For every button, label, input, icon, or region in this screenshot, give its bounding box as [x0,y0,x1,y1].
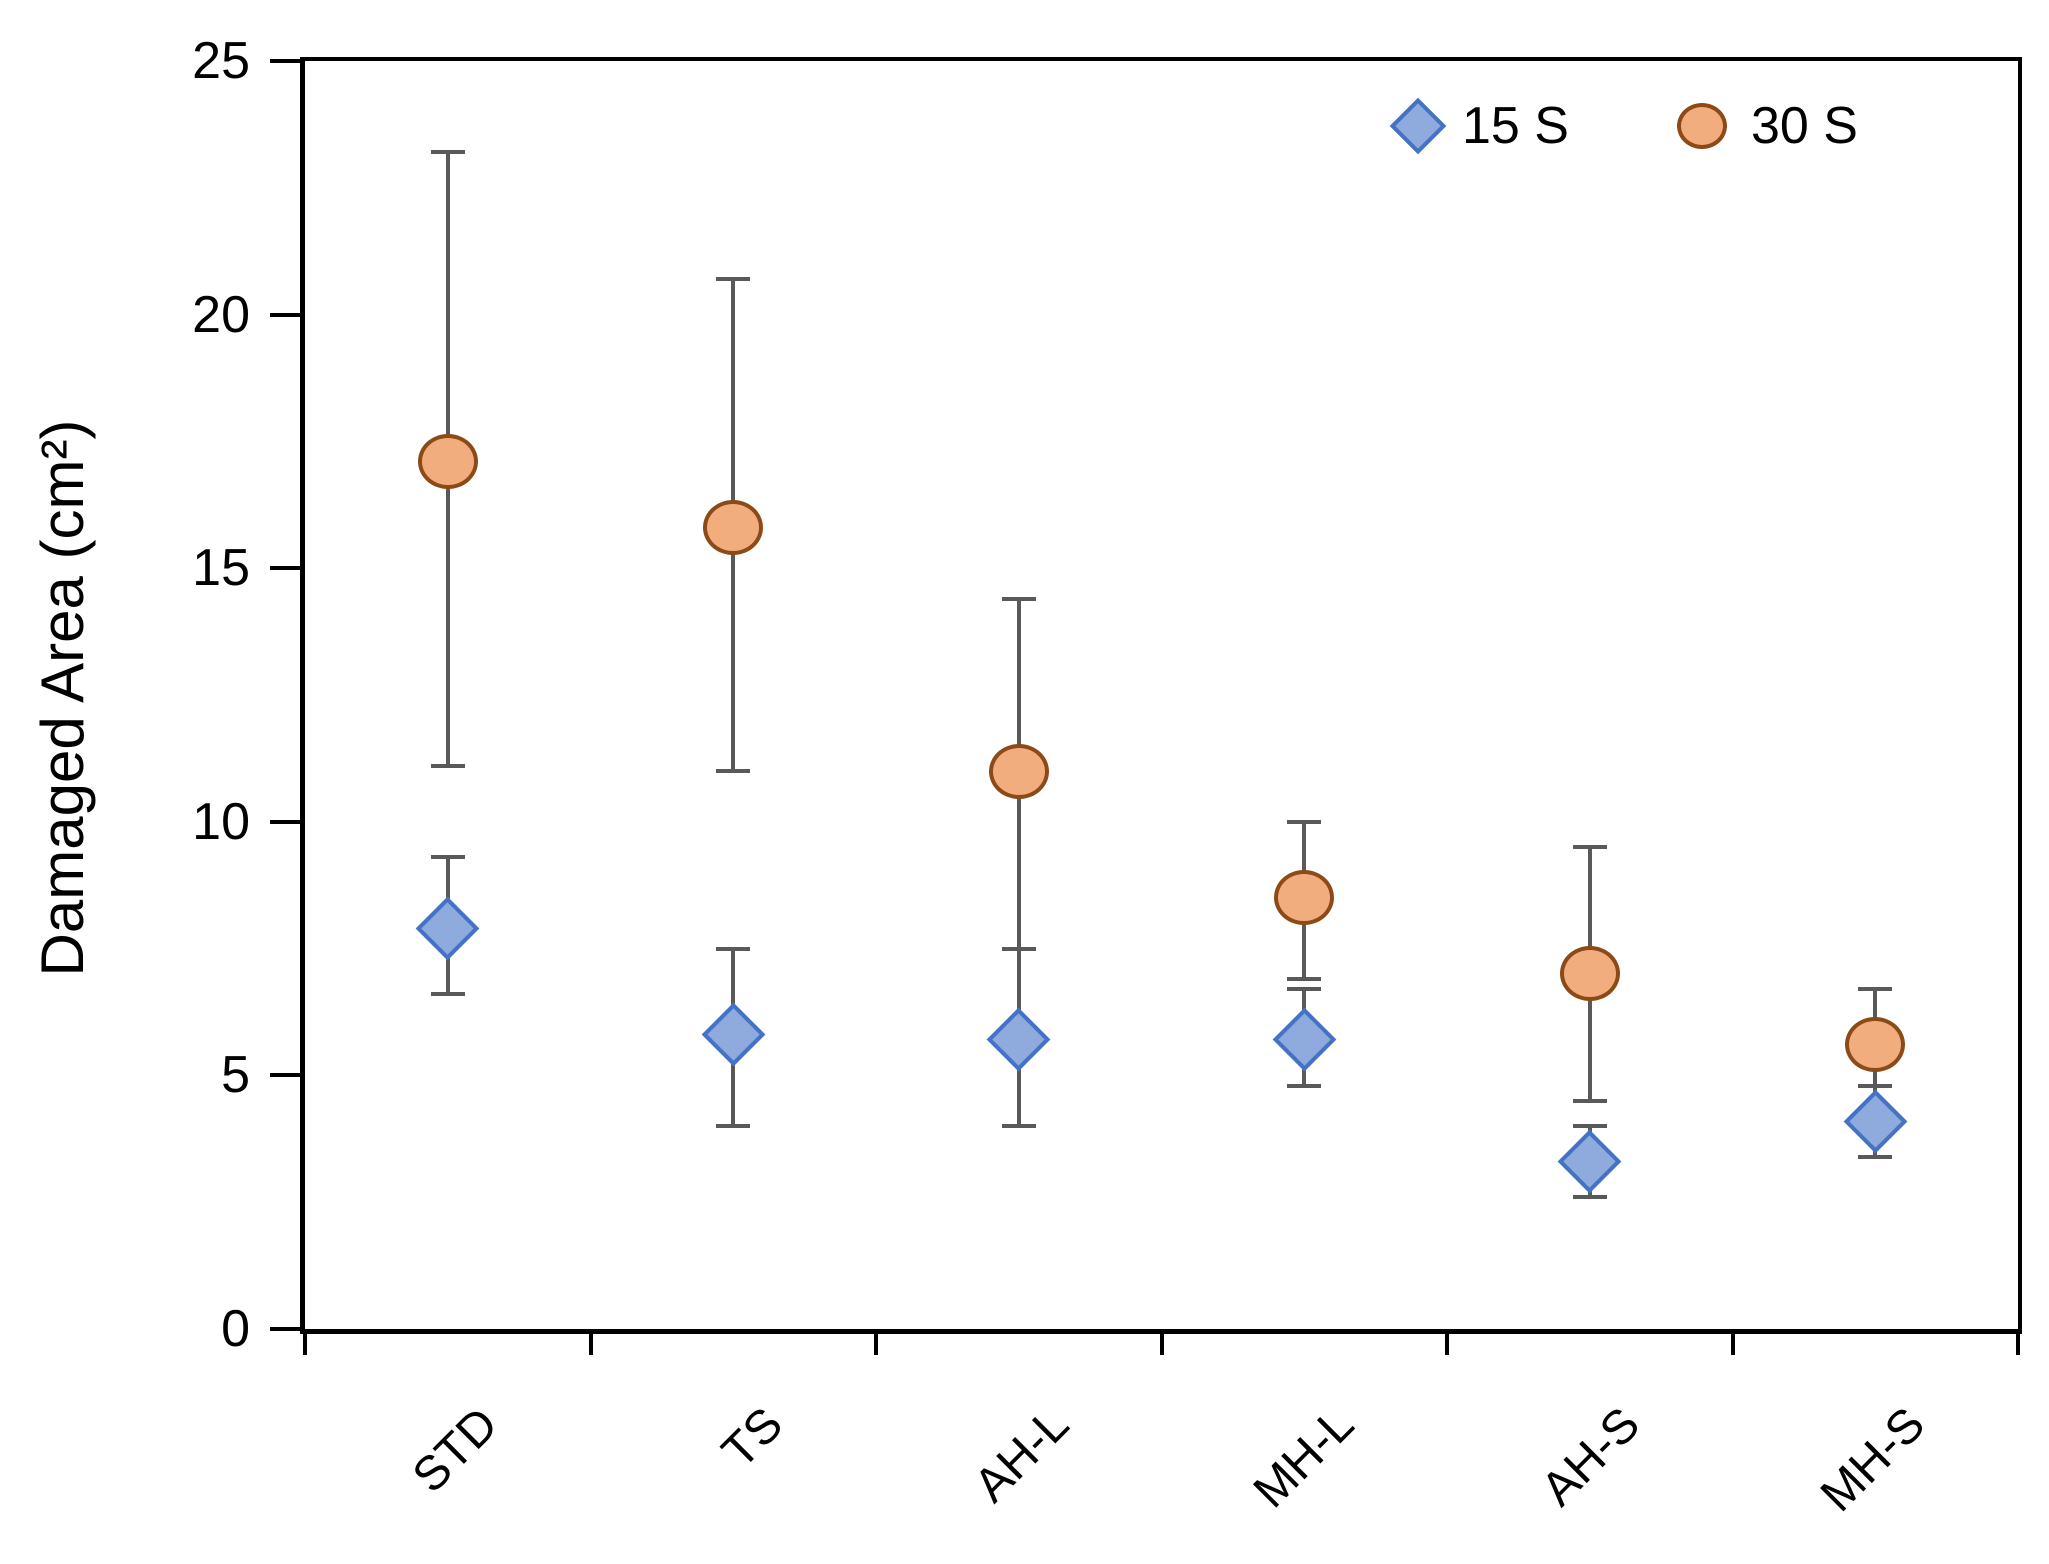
data-point-circle-30s [703,500,764,556]
legend-entry-15s: 15 S [1389,96,1569,156]
data-point-diamond-15s [986,1008,1051,1072]
error-bar-cap-top [1572,1124,1607,1129]
error-bar-cap-top [430,855,465,860]
y-tick-label: 25 [192,32,250,90]
error-bar-cap-bottom [1287,977,1322,982]
error-bar-cap-bottom [1858,1083,1893,1088]
x-category-label: TS [712,1397,794,1479]
y-tick-label: 5 [221,1046,250,1105]
x-axis-tick [1445,1329,1449,1355]
y-axis-tick [270,566,300,571]
y-tick-label: 20 [192,285,250,344]
plot-area: 0 5 10 15 20 25 STD TS AH-L MH-L AH-S MH-S [192,32,2022,1522]
data-point-diamond-15s [1272,1008,1337,1072]
y-tick-label: 0 [221,1300,250,1358]
error-bar-cap-top [1001,596,1036,601]
data-point-diamond-15s [1843,1089,1908,1153]
y-tick-label: 15 [192,539,250,598]
x-category-label: MH-S [1811,1397,1936,1522]
error-bar-cap-top [1287,987,1322,992]
x-category-label: AH-L [964,1397,1079,1513]
error-bar-cap-bottom [1572,1195,1607,1200]
circle-marker-icon [1676,103,1727,149]
error-bar-cap-top [1572,845,1607,850]
data-point-circle-30s [1845,1017,1906,1073]
legend-label-15s: 15 S [1462,97,1569,155]
legend: 15 S 30 S [1389,96,1858,156]
x-category-label: STD [402,1397,508,1504]
x-axis-tick [874,1329,878,1355]
data-point-circle-30s [1274,870,1335,926]
y-axis-tick [270,312,300,317]
error-bar-cap-bottom [430,992,465,997]
y-tick-label: 10 [192,792,250,851]
error-bar-cap-top [430,150,465,155]
y-axis-tick [270,1327,300,1331]
x-axis-tick [303,1329,307,1355]
error-bar-cap-bottom [1001,946,1036,951]
legend-entry-30s: 30 S [1676,96,1858,156]
x-category-label: AH-S [1531,1397,1650,1517]
error-bar-cap-bottom [1287,1083,1322,1088]
error-bar-cap-top [716,277,751,282]
error-bar-cap-bottom [1858,1154,1893,1159]
legend-label-30s: 30 S [1750,97,1858,155]
error-bar-cap-bottom [1572,1098,1607,1103]
x-axis-tick [2016,1329,2020,1355]
error-bar-cap-bottom [1001,1124,1036,1129]
error-bar-cap-bottom [716,1124,751,1129]
data-point-diamond-15s [415,896,480,961]
data-point-circle-30s [988,743,1049,799]
y-axis-title: Damaged Area (cm²) [29,419,96,977]
error-bar-cap-top [1858,987,1893,992]
diamond-marker-icon [1389,97,1447,155]
x-axis-tick [1730,1329,1735,1355]
error-bar-cap-bottom [430,764,465,768]
error-bar-cap-top [716,946,751,951]
error-bar-cap-bottom [716,769,751,774]
y-axis-tick [270,819,300,824]
x-category-label: MH-L [1243,1397,1365,1519]
error-bar-cap-top [1287,819,1322,824]
data-point-diamond-15s [1557,1129,1622,1194]
y-axis-tick [270,1073,300,1078]
x-axis-tick [588,1329,593,1355]
y-axis-tick [270,59,300,63]
data-point-circle-30s [1559,946,1620,1002]
data-point-circle-30s [417,434,478,490]
data-point-diamond-15s [701,1002,766,1067]
x-axis-tick [1159,1329,1164,1355]
